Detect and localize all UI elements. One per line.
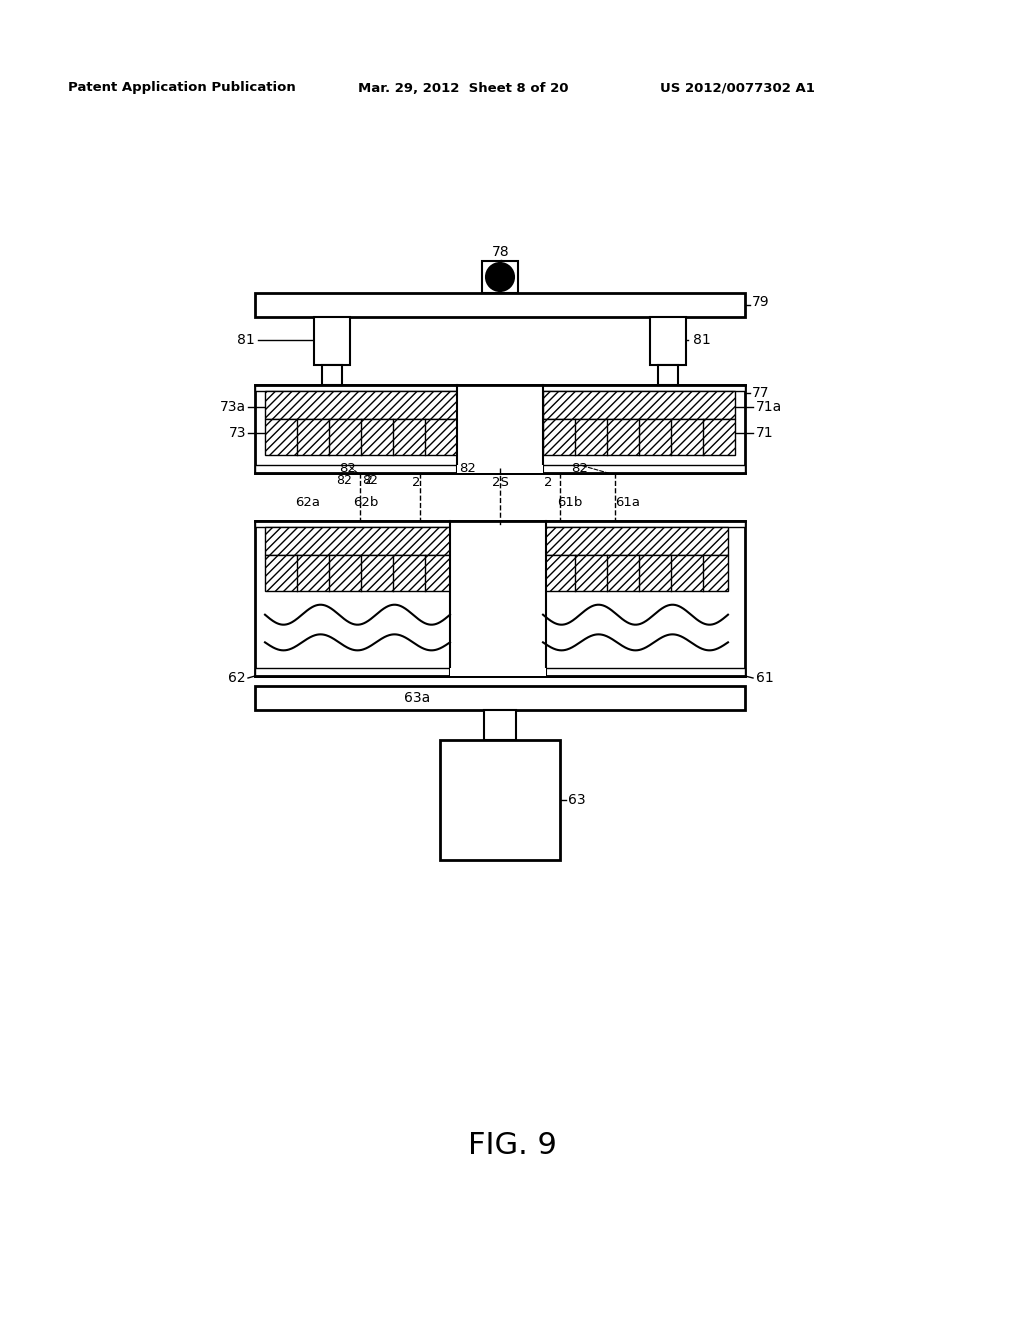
Text: 63a: 63a — [403, 690, 430, 705]
Text: 81: 81 — [238, 333, 255, 347]
Text: US 2012/0077302 A1: US 2012/0077302 A1 — [660, 82, 815, 95]
Text: 63: 63 — [568, 793, 586, 807]
Text: 82: 82 — [340, 462, 356, 474]
Text: 61a: 61a — [615, 496, 640, 510]
Text: 78: 78 — [493, 246, 510, 259]
Text: 71a: 71a — [756, 400, 782, 414]
Text: 77: 77 — [752, 385, 769, 400]
Bar — [482, 261, 518, 293]
Bar — [457, 465, 543, 473]
Bar — [255, 521, 745, 676]
Text: 62b: 62b — [353, 496, 379, 510]
Bar — [265, 554, 450, 591]
Text: 62: 62 — [228, 671, 246, 685]
Bar — [450, 521, 546, 676]
Circle shape — [486, 263, 514, 290]
Text: 2S: 2S — [492, 477, 509, 490]
Bar — [255, 385, 745, 391]
Bar — [543, 391, 735, 418]
Text: 73a: 73a — [220, 400, 246, 414]
Bar — [265, 418, 457, 455]
Text: 79: 79 — [752, 294, 770, 309]
Bar — [322, 366, 342, 385]
Text: 82: 82 — [460, 462, 476, 474]
Bar — [255, 293, 745, 317]
Bar — [265, 391, 457, 418]
Bar — [543, 418, 735, 455]
Text: Mar. 29, 2012  Sheet 8 of 20: Mar. 29, 2012 Sheet 8 of 20 — [358, 82, 568, 95]
Bar — [543, 554, 728, 591]
Bar — [255, 521, 745, 527]
Bar — [255, 385, 745, 473]
Text: FIG. 9: FIG. 9 — [468, 1130, 556, 1159]
Text: 62a: 62a — [296, 496, 321, 510]
Bar — [658, 366, 678, 385]
Bar — [484, 710, 516, 741]
Text: 2: 2 — [412, 477, 420, 490]
Bar — [265, 527, 450, 554]
Bar — [440, 741, 560, 861]
Text: 82: 82 — [336, 474, 352, 487]
Text: 2: 2 — [364, 474, 372, 487]
Text: 82: 82 — [362, 474, 378, 487]
Bar — [255, 686, 745, 710]
Text: Patent Application Publication: Patent Application Publication — [68, 82, 296, 95]
Text: 61: 61 — [756, 671, 774, 685]
Bar — [314, 317, 350, 366]
Text: 82: 82 — [571, 462, 589, 474]
Bar — [650, 317, 686, 366]
Bar — [543, 527, 728, 554]
Bar — [457, 385, 543, 473]
Text: 73: 73 — [228, 426, 246, 440]
Bar — [255, 668, 745, 676]
Text: 2: 2 — [544, 477, 552, 490]
Text: 71: 71 — [756, 426, 773, 440]
Text: 81: 81 — [693, 333, 711, 347]
Text: 61b: 61b — [557, 496, 583, 510]
Bar — [255, 465, 745, 473]
Bar — [450, 668, 546, 676]
